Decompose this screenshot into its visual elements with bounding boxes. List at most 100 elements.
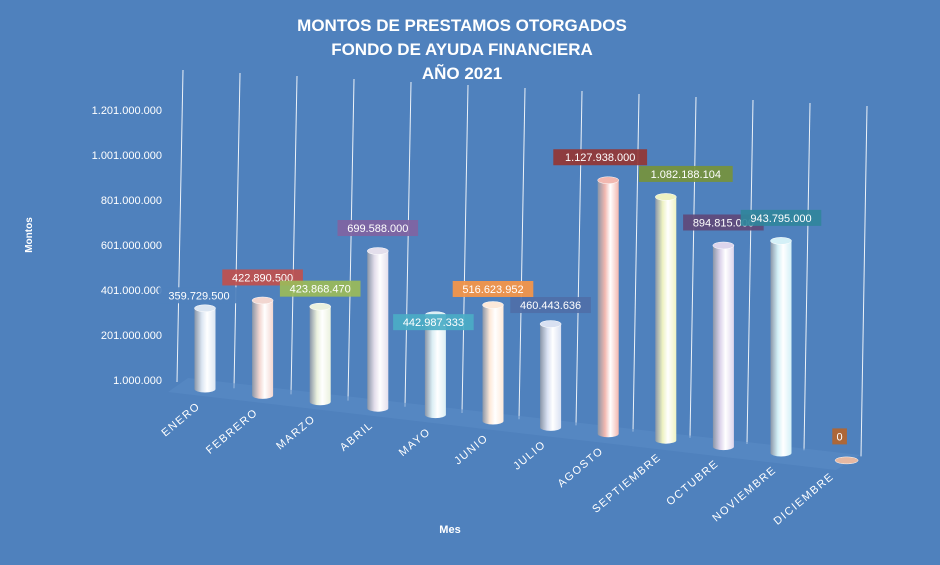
bar-top bbox=[655, 193, 677, 201]
bar-body bbox=[655, 196, 677, 444]
bar-top bbox=[367, 247, 389, 255]
category-wall-line bbox=[860, 105, 868, 457]
data-label-text: 359.729.500 bbox=[168, 290, 229, 302]
bars bbox=[194, 176, 859, 465]
data-label-text: 0 bbox=[837, 431, 843, 443]
bar-top bbox=[712, 241, 735, 250]
bar-body bbox=[770, 240, 792, 457]
bar-top bbox=[834, 456, 859, 465]
x-tick-label: AGOSTO bbox=[556, 445, 607, 490]
bar-top bbox=[194, 304, 216, 313]
category-wall-line bbox=[461, 84, 469, 414]
bar-top bbox=[539, 320, 562, 328]
data-label: 699.588.000 bbox=[337, 220, 419, 237]
gridline bbox=[180, 110, 860, 187]
category-wall-line bbox=[803, 102, 811, 451]
y-tick-label: 1.001.000.000 bbox=[92, 150, 162, 162]
bar bbox=[482, 301, 504, 425]
category-wall-line bbox=[689, 96, 697, 438]
data-label-text: 699.588.000 bbox=[347, 223, 408, 235]
data-label: 0 bbox=[832, 428, 847, 445]
x-tick-label: ENERO bbox=[159, 400, 202, 439]
bar-body bbox=[540, 324, 562, 431]
data-label-text: 442.987.333 bbox=[403, 317, 464, 329]
bar bbox=[539, 320, 562, 431]
data-label: 1.082.188.104 bbox=[638, 165, 733, 182]
x-tick-label: FEBRERO bbox=[204, 407, 261, 457]
data-label-box bbox=[553, 149, 648, 166]
y-tick-label: 401.000.000 bbox=[101, 285, 162, 297]
bar bbox=[194, 304, 216, 393]
bar bbox=[712, 241, 735, 451]
data-label-text: 943.795.000 bbox=[750, 213, 811, 225]
data-label-box bbox=[740, 209, 822, 226]
category-wall-line bbox=[575, 90, 583, 426]
data-label: 359.729.500 bbox=[158, 287, 240, 304]
bar bbox=[834, 456, 859, 465]
y-axis-label: Montos bbox=[24, 217, 35, 253]
x-tick-label: DICIEMBRE bbox=[772, 471, 837, 528]
y-tick-label: 601.000.000 bbox=[101, 240, 162, 252]
data-label: 442.987.333 bbox=[393, 314, 474, 331]
x-axis-label: Mes bbox=[439, 524, 460, 536]
data-label-box bbox=[452, 280, 534, 297]
bar bbox=[597, 176, 619, 438]
category-wall-line bbox=[347, 78, 355, 401]
category-wall-line bbox=[518, 87, 526, 420]
data-label-box bbox=[510, 297, 591, 314]
data-label-text: 1.127.938.000 bbox=[565, 152, 635, 164]
title-line: FONDO DE AYUDA FINANCIERA bbox=[331, 40, 593, 59]
category-wall-line bbox=[746, 99, 754, 445]
bar bbox=[655, 193, 677, 444]
bar-body bbox=[309, 306, 331, 406]
bar bbox=[367, 247, 389, 412]
x-tick-label: ABRIL bbox=[338, 419, 376, 453]
chart-title: MONTOS DE PRESTAMOS OTORGADOS FONDO DE AY… bbox=[297, 16, 627, 83]
data-label: 943.795.000 bbox=[740, 209, 822, 226]
data-label: 460.443.636 bbox=[510, 297, 591, 314]
category-wall-line bbox=[404, 81, 412, 407]
data-label-text: 423.868.470 bbox=[290, 284, 351, 296]
bar bbox=[770, 237, 792, 457]
gridlines bbox=[176, 69, 868, 457]
data-label-box bbox=[832, 428, 847, 445]
x-tick-label: JULIO bbox=[511, 439, 548, 473]
bar-top bbox=[770, 237, 792, 245]
title-line: AÑO 2021 bbox=[422, 63, 502, 83]
data-label: 1.127.938.000 bbox=[553, 149, 648, 166]
x-tick-label: OCTUBRE bbox=[664, 458, 721, 509]
data-label-box bbox=[337, 220, 419, 237]
data-label-text: 1.082.188.104 bbox=[651, 169, 721, 181]
chart-floor bbox=[168, 378, 860, 470]
category-wall-line bbox=[176, 69, 184, 383]
data-label-box bbox=[279, 280, 361, 297]
bar bbox=[309, 302, 331, 406]
bar-body bbox=[482, 304, 504, 425]
data-label-text: 460.443.636 bbox=[520, 300, 581, 312]
bar-body bbox=[252, 300, 274, 399]
bar-top bbox=[251, 296, 274, 305]
category-wall-line bbox=[632, 93, 640, 432]
x-tick-label: NOVIEMBRE bbox=[710, 464, 779, 524]
bar-top bbox=[482, 301, 504, 309]
x-tick-label: MARZO bbox=[274, 413, 318, 453]
bar-body bbox=[424, 315, 446, 419]
floor-plane bbox=[168, 378, 860, 470]
bar-top bbox=[309, 302, 331, 311]
y-tick-label: 801.000.000 bbox=[101, 195, 162, 207]
data-label-box bbox=[158, 287, 240, 304]
bar-body bbox=[597, 180, 619, 438]
data-label-text: 422.890.500 bbox=[232, 272, 293, 284]
x-tick-label: MAYO bbox=[397, 426, 433, 459]
title-line: MONTOS DE PRESTAMOS OTORGADOS bbox=[297, 16, 627, 35]
bar-body bbox=[194, 308, 216, 393]
bar-body bbox=[712, 245, 734, 451]
y-tick-label: 1.000.000 bbox=[113, 375, 162, 387]
y-tick-label: 201.000.000 bbox=[101, 330, 162, 342]
category-wall-line bbox=[290, 75, 298, 395]
bar-body bbox=[367, 251, 389, 412]
x-tick-label: SEPTIEMBRE bbox=[590, 451, 664, 515]
data-label: 423.868.470 bbox=[279, 280, 361, 297]
data-label: 516.623.952 bbox=[452, 280, 534, 297]
